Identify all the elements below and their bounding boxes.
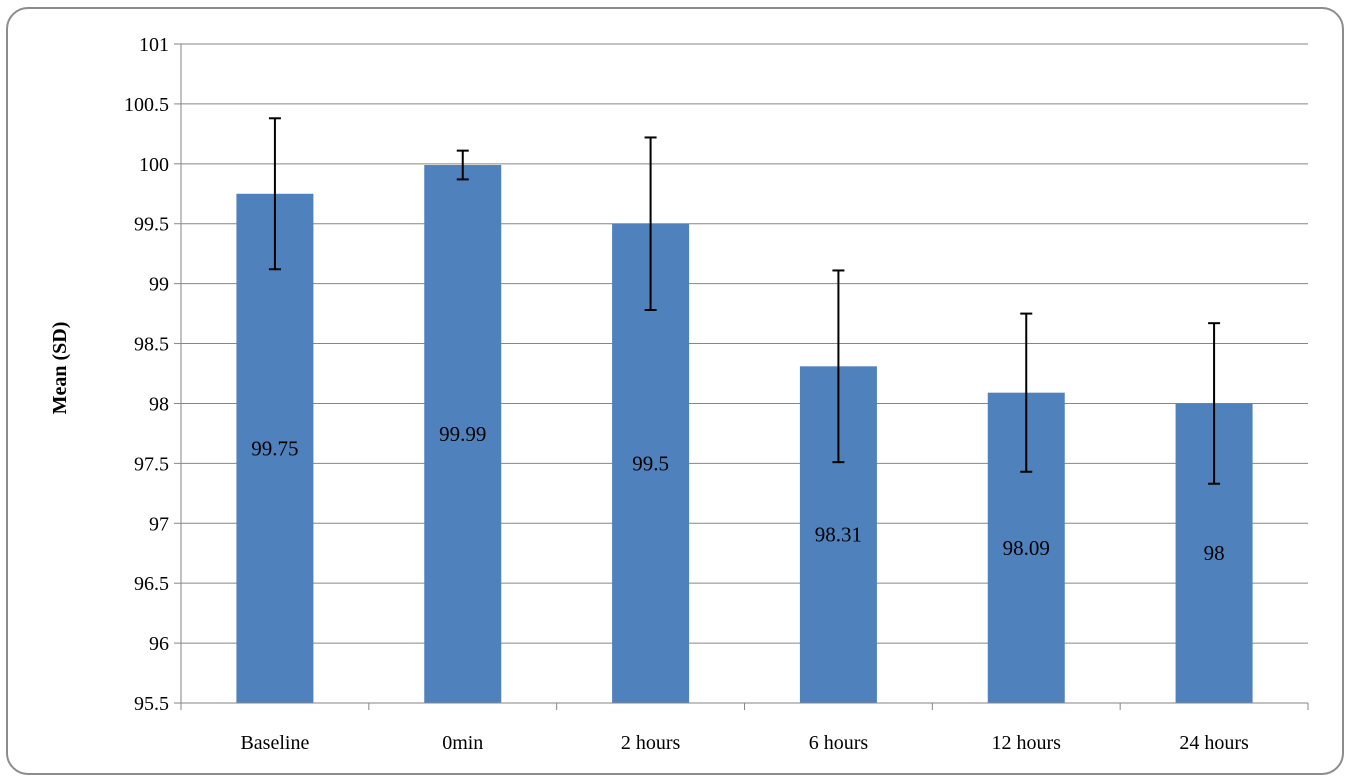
- x-tick-labels: Baseline 0min 2 hours 6 hours 12 hours 24 hou…: [240, 732, 1249, 754]
- y-tick-label: 101: [139, 34, 169, 56]
- data-label: 98: [1204, 541, 1225, 565]
- x-tick-label: 24 hours: [1179, 732, 1249, 754]
- y-tick-label: 95.5: [134, 693, 169, 715]
- axes: [180, 44, 1309, 710]
- gridlines: [174, 43, 1308, 704]
- data-label: 99.75: [251, 436, 298, 460]
- x-tick-label: 12 hours: [992, 732, 1062, 754]
- y-tick-label: 96.5: [134, 573, 169, 595]
- x-tick-label: 6 hours: [809, 732, 869, 754]
- y-tick-label: 97.5: [134, 453, 169, 475]
- y-tick-label: 99.5: [134, 214, 169, 236]
- y-tick-label: 96: [149, 633, 169, 655]
- bars: [236, 165, 1253, 704]
- y-tick-label: 99: [149, 274, 169, 296]
- y-tick-label: 97: [149, 513, 169, 535]
- bar: [424, 165, 502, 703]
- data-label: 99.99: [439, 422, 486, 446]
- data-labels: 99.75 99.99 99.5 98.31 98.09 98: [251, 422, 1224, 565]
- x-tick-label: 2 hours: [621, 732, 681, 754]
- data-label: 98.31: [815, 523, 862, 547]
- y-tick-labels: 95.5 96 96.5 97 97.5 98 98.5 99 99.5 100 100.5 101: [124, 34, 169, 715]
- data-label: 98.09: [1003, 536, 1050, 560]
- y-tick-label: 98.5: [134, 334, 169, 356]
- data-label: 99.5: [632, 451, 669, 475]
- y-axis-title: Mean (SD): [49, 322, 71, 415]
- y-tick-label: 100: [139, 154, 169, 176]
- x-tick-label: Baseline: [240, 732, 309, 754]
- y-tick-label: 100.5: [124, 94, 169, 116]
- bar: [236, 193, 314, 704]
- error-bars: [268, 117, 1221, 485]
- x-tick-label: 0min: [442, 732, 483, 754]
- y-tick-label: 98: [149, 393, 169, 415]
